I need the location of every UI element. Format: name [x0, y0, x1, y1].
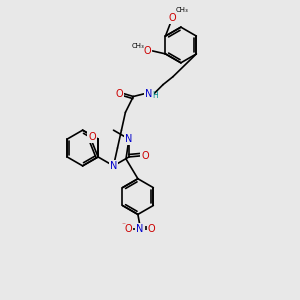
- Text: O: O: [148, 224, 156, 234]
- Text: O: O: [144, 46, 152, 56]
- Text: N: N: [125, 134, 133, 144]
- Text: O: O: [141, 151, 148, 161]
- Text: CH₃: CH₃: [131, 43, 144, 49]
- Text: CH₃: CH₃: [176, 7, 189, 13]
- Text: O: O: [169, 13, 176, 23]
- Text: N: N: [136, 224, 143, 234]
- Text: N: N: [146, 88, 153, 98]
- Text: N: N: [110, 161, 117, 171]
- Text: O: O: [116, 88, 123, 98]
- Text: ⁻: ⁻: [121, 221, 125, 230]
- Text: H: H: [152, 91, 158, 100]
- Text: O: O: [124, 224, 132, 234]
- Text: O: O: [88, 132, 96, 142]
